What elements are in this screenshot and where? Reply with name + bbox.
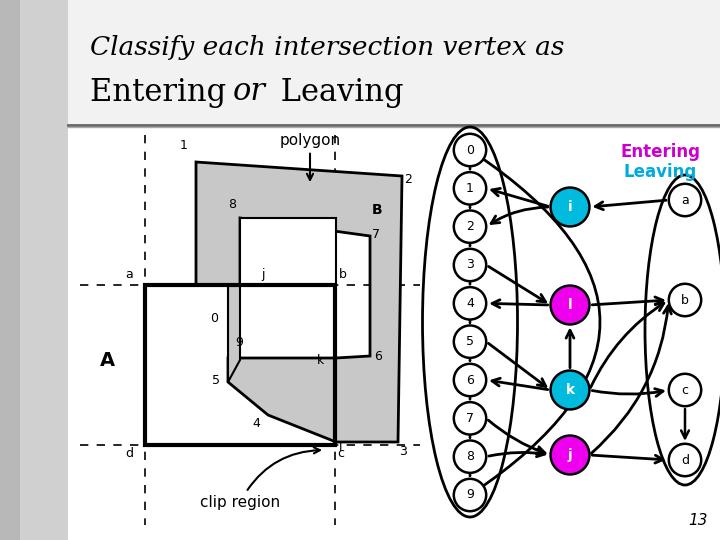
Text: 8: 8 — [228, 198, 236, 211]
Circle shape — [454, 402, 486, 435]
Text: Leaving: Leaving — [271, 77, 403, 107]
Circle shape — [454, 172, 486, 205]
Text: 0: 0 — [466, 144, 474, 157]
Text: 2: 2 — [466, 220, 474, 233]
Text: 3: 3 — [466, 259, 474, 272]
Polygon shape — [196, 162, 402, 442]
Circle shape — [551, 370, 590, 409]
Circle shape — [551, 436, 590, 475]
Text: 1: 1 — [180, 139, 188, 152]
Circle shape — [454, 441, 486, 473]
Text: 6: 6 — [374, 349, 382, 362]
Text: clip region: clip region — [200, 447, 320, 510]
Circle shape — [454, 249, 486, 281]
Text: 0: 0 — [210, 312, 218, 325]
Circle shape — [454, 326, 486, 358]
Text: i: i — [194, 268, 198, 281]
Circle shape — [454, 211, 486, 243]
Text: k: k — [317, 354, 324, 367]
Text: i: i — [567, 200, 572, 214]
Text: c: c — [682, 383, 688, 396]
Text: l: l — [339, 441, 343, 454]
Text: a: a — [681, 193, 689, 206]
Circle shape — [454, 479, 486, 511]
Polygon shape — [240, 218, 336, 285]
Text: 9: 9 — [235, 335, 243, 348]
Bar — [145, 285, 335, 445]
Text: polygon: polygon — [279, 133, 341, 180]
Bar — [68, 125, 720, 540]
Text: 9: 9 — [466, 489, 474, 502]
Bar — [20, 0, 68, 540]
Text: a: a — [125, 268, 133, 281]
Text: c: c — [337, 447, 344, 460]
Text: b: b — [339, 268, 347, 281]
Text: or: or — [233, 77, 266, 107]
Circle shape — [669, 184, 701, 216]
Text: 13: 13 — [688, 513, 708, 528]
Text: 5: 5 — [466, 335, 474, 348]
Circle shape — [454, 364, 486, 396]
Text: j: j — [567, 448, 572, 462]
Bar — [0, 0, 68, 540]
Text: k: k — [565, 383, 575, 397]
Circle shape — [669, 284, 701, 316]
Circle shape — [669, 444, 701, 476]
Text: Leaving: Leaving — [624, 163, 697, 181]
Circle shape — [454, 134, 486, 166]
Text: 7: 7 — [466, 412, 474, 425]
Text: Classify each intersection vertex as: Classify each intersection vertex as — [90, 36, 564, 60]
Bar — [68, 0, 720, 125]
Text: B: B — [372, 203, 382, 217]
Circle shape — [454, 287, 486, 320]
Text: j: j — [261, 268, 264, 281]
Circle shape — [551, 286, 590, 325]
Text: Entering: Entering — [620, 143, 700, 161]
Text: 4: 4 — [466, 297, 474, 310]
Polygon shape — [228, 285, 240, 382]
Text: d: d — [125, 447, 133, 460]
Text: 3: 3 — [399, 445, 407, 458]
Text: Entering: Entering — [90, 77, 236, 107]
Circle shape — [669, 374, 701, 406]
Circle shape — [551, 187, 590, 226]
Text: 8: 8 — [466, 450, 474, 463]
Text: 4: 4 — [252, 417, 260, 430]
Text: b: b — [681, 294, 689, 307]
Text: 1: 1 — [466, 182, 474, 195]
Text: 5: 5 — [212, 374, 220, 387]
Text: 2: 2 — [404, 173, 412, 186]
Text: 6: 6 — [466, 374, 474, 387]
Text: d: d — [681, 454, 689, 467]
Text: 7: 7 — [372, 228, 380, 241]
Text: l: l — [567, 298, 572, 312]
Text: A: A — [100, 350, 115, 369]
